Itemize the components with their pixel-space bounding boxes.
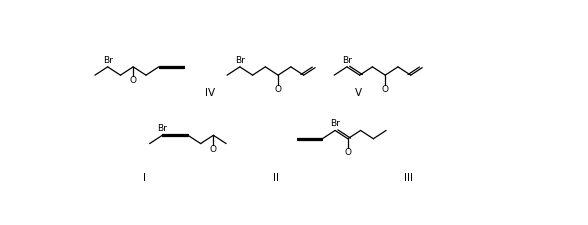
Text: Br: Br bbox=[342, 56, 352, 65]
Text: Br: Br bbox=[158, 124, 168, 133]
Text: III: III bbox=[404, 173, 413, 183]
Text: O: O bbox=[382, 85, 389, 94]
Text: V: V bbox=[355, 88, 362, 98]
Text: II: II bbox=[273, 173, 279, 183]
Text: Br: Br bbox=[235, 56, 245, 65]
Text: IV: IV bbox=[205, 88, 215, 98]
Text: I: I bbox=[143, 173, 146, 183]
Text: O: O bbox=[275, 85, 282, 94]
Text: Br: Br bbox=[103, 56, 113, 65]
Text: O: O bbox=[210, 145, 217, 154]
Text: O: O bbox=[345, 148, 352, 157]
Text: Br: Br bbox=[330, 119, 340, 128]
Text: O: O bbox=[130, 76, 136, 85]
